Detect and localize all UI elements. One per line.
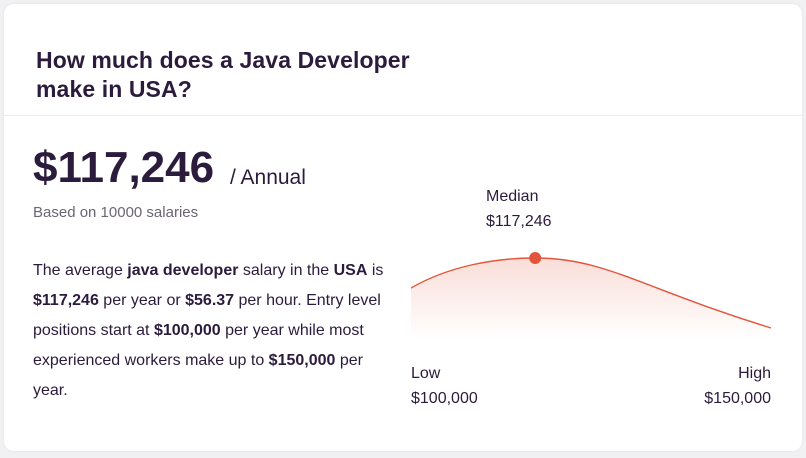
salary-amount: $117,246 [33,143,215,192]
high-value: $150,000 [704,390,771,407]
based-on-count: Based on 10000 salaries [33,204,199,221]
summary-text: per year or [98,292,186,309]
summary-job-title: java developer [127,262,239,279]
summary-max-salary: $150,000 [268,352,336,369]
summary-location: USA [333,262,368,279]
summary-text: is [367,262,384,279]
summary-hourly-rate: $56.37 [185,292,235,309]
distribution-line [411,257,771,329]
low-label: Low [411,365,441,382]
summary-annual-salary: $117,246 [33,292,99,309]
salary-card: How much does a Java Developer make in U… [4,4,802,451]
distribution-curve-svg [411,252,771,339]
summary-entry-salary: $100,000 [153,322,221,339]
median-marker [529,252,542,264]
summary-text: per year. [33,352,363,399]
low-value: $100,000 [411,390,478,407]
salary-period: / Annual [230,166,306,189]
distribution-area [411,258,771,339]
median-label: Median [486,188,539,205]
salary-distribution-chart: Median $117,246 Low $100,000 High $150,0… [411,182,771,412]
card-header: How much does a Java Developer make in U… [4,4,802,116]
median-value: $117,246 [486,213,552,230]
card-title: How much does a Java Developer make in U… [36,47,410,102]
salary-summary: The average java developer salary in the… [33,256,393,406]
summary-text: The average [33,262,128,279]
summary-text: per hour. Entry level positions start at [33,292,381,339]
summary-text: salary in the [238,262,334,279]
summary-text: per year while most experienced workers … [33,322,364,369]
high-label: High [738,365,771,382]
